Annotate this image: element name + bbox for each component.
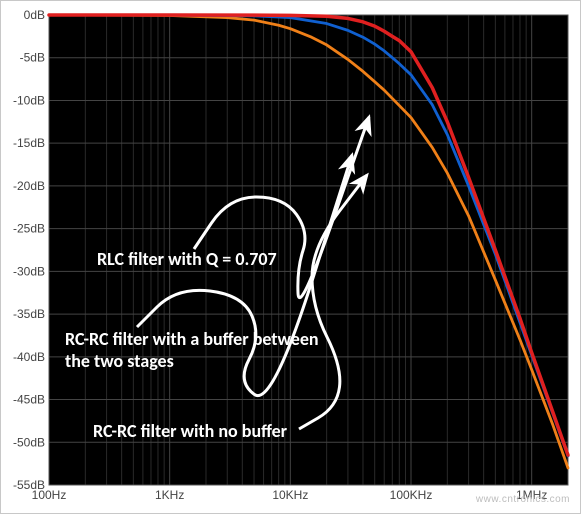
svg-text:-30dB: -30dB [13, 264, 45, 278]
svg-text:-25dB: -25dB [13, 222, 45, 236]
svg-text:-55dB: -55dB [13, 478, 45, 492]
svg-text:-50dB: -50dB [13, 435, 45, 449]
chart-frame: 100Hz1KHz10KHz100KHz1MHz0dB-5dB-10dB-15d… [0, 0, 581, 514]
svg-text:-10dB: -10dB [13, 93, 45, 107]
svg-text:-5dB: -5dB [20, 51, 45, 65]
svg-text:0dB: 0dB [24, 8, 45, 22]
svg-text:10KHz: 10KHz [272, 488, 308, 502]
bode-plot: 100Hz1KHz10KHz100KHz1MHz0dB-5dB-10dB-15d… [7, 7, 574, 507]
svg-text:the two stages: the two stages [65, 350, 174, 372]
chart-container: 100Hz1KHz10KHz100KHz1MHz0dB-5dB-10dB-15d… [7, 7, 574, 507]
svg-text:RC-RC filter with a buffer bet: RC-RC filter with a buffer between [65, 328, 319, 350]
svg-text:RLC filter with Q = 0.707: RLC filter with Q = 0.707 [97, 248, 277, 270]
svg-text:100KHz: 100KHz [390, 488, 433, 502]
svg-text:RC-RC filter with no buffer: RC-RC filter with no buffer [93, 420, 288, 442]
svg-text:-15dB: -15dB [13, 136, 45, 150]
svg-text:-40dB: -40dB [13, 350, 45, 364]
watermark-text: www.cntronics.com [476, 494, 570, 505]
svg-text:-45dB: -45dB [13, 393, 45, 407]
svg-text:-20dB: -20dB [13, 179, 45, 193]
svg-text:-35dB: -35dB [13, 307, 45, 321]
svg-text:1KHz: 1KHz [155, 488, 184, 502]
